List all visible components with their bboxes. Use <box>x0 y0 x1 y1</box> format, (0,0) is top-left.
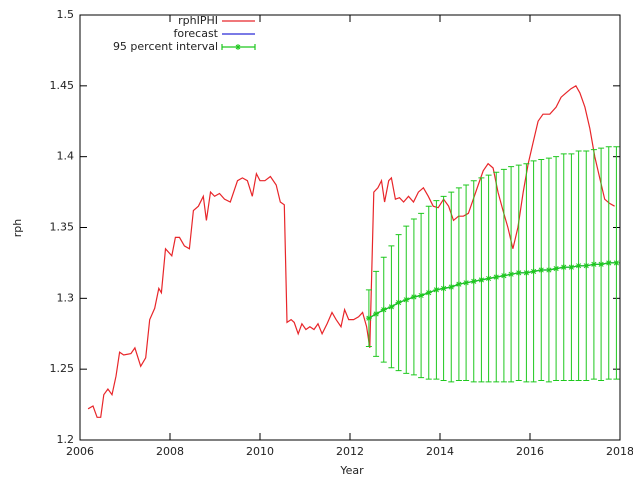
point-marker <box>560 264 567 271</box>
point-marker <box>530 268 537 275</box>
legend-label: forecast <box>174 27 219 40</box>
x-tick-label: 2014 <box>426 445 454 458</box>
point-marker <box>493 274 500 281</box>
point-marker <box>553 265 560 272</box>
point-marker <box>583 262 590 269</box>
point-marker <box>365 315 372 322</box>
point-marker <box>500 272 507 279</box>
x-axis-label: Year <box>339 464 364 477</box>
point-marker <box>538 267 545 273</box>
point-marker <box>403 296 410 303</box>
x-tick-label: 2012 <box>336 445 364 458</box>
x-tick-label: 2006 <box>66 445 94 458</box>
point-marker <box>448 284 455 290</box>
point-marker <box>478 276 485 283</box>
x-tick-label: 2018 <box>606 445 633 458</box>
point-marker <box>485 275 492 282</box>
point-marker <box>395 299 402 306</box>
point-marker <box>455 281 462 288</box>
y-axis-label: rph <box>11 219 24 238</box>
point-marker <box>515 269 522 276</box>
y-tick-label: 1.35 <box>50 221 75 234</box>
point-marker <box>440 285 447 292</box>
y-tick-label: 1.3 <box>57 291 75 304</box>
point-marker <box>523 269 530 276</box>
point-marker <box>598 261 605 268</box>
series-line <box>87 84 615 418</box>
plot-frame <box>79 14 621 441</box>
point-marker <box>410 293 417 300</box>
point-marker <box>545 267 552 273</box>
point-marker <box>373 310 380 317</box>
legend-label: 95 percent interval <box>113 40 218 53</box>
point-marker <box>463 279 470 286</box>
point-marker <box>380 306 387 313</box>
y-tick-label: 1.5 <box>57 8 75 21</box>
point-marker <box>613 259 620 266</box>
interval-center-line <box>368 262 617 319</box>
point-marker <box>590 261 597 268</box>
point-marker <box>418 292 425 299</box>
point-marker <box>433 286 440 293</box>
y-tick-label: 1.25 <box>50 362 75 375</box>
y-tick-label: 1.45 <box>50 79 75 92</box>
point-marker <box>470 278 477 285</box>
point-marker <box>575 262 582 269</box>
x-tick-label: 2016 <box>516 445 544 458</box>
point-marker <box>388 303 395 310</box>
x-tick-label: 2008 <box>156 445 184 458</box>
y-tick-label: 1.4 <box>57 150 75 163</box>
legend-swatch <box>235 44 241 50</box>
point-marker <box>425 289 432 296</box>
x-tick-label: 2010 <box>246 445 274 458</box>
legend-label: rphIPHI <box>178 14 218 27</box>
point-marker <box>508 271 515 278</box>
point-marker <box>568 264 575 271</box>
y-tick-label: 1.2 <box>57 433 75 446</box>
point-marker <box>605 259 612 266</box>
